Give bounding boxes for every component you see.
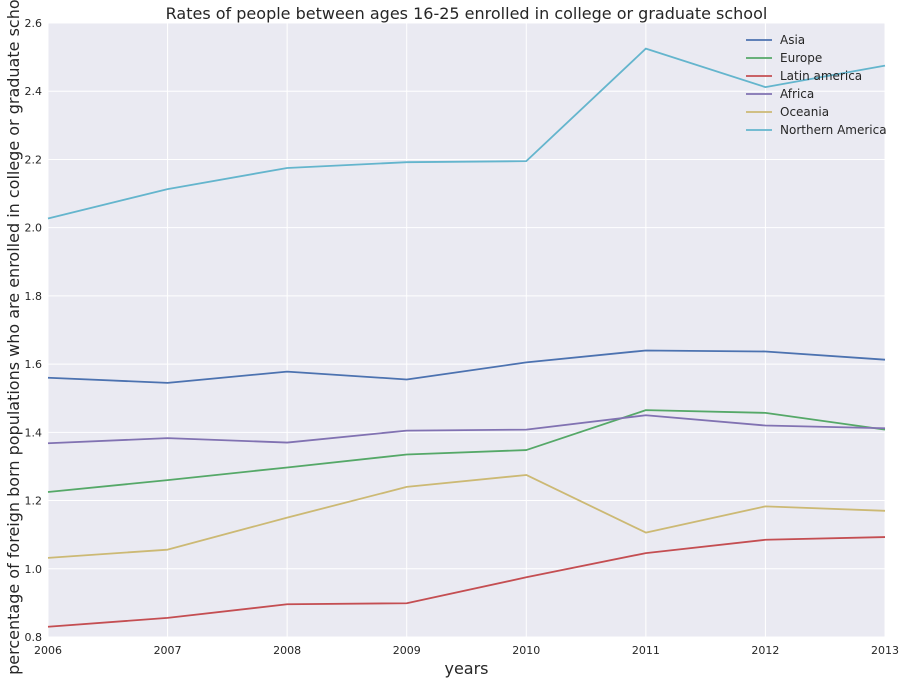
y-tick-label: 2.6: [25, 17, 43, 30]
series-line-latin-america: [47, 536, 886, 628]
series-line-oceania: [47, 474, 886, 559]
series-line-europe: [47, 409, 886, 493]
series-line-northern-america: [47, 47, 886, 220]
y-axis-title: percentage of foreign born populations w…: [4, 0, 23, 675]
x-tick-label: 2010: [512, 644, 540, 657]
x-tick-label: 2006: [34, 644, 62, 657]
y-tick-label: 0.8: [25, 631, 43, 644]
x-tick-label: 2011: [632, 644, 660, 657]
y-tick-label: 2.4: [25, 85, 43, 98]
x-tick-label: 2013: [871, 644, 899, 657]
series-lines: [47, 47, 886, 628]
x-tick-label: 2012: [751, 644, 779, 657]
y-tick-labels: 0.8 1.0 1.2 1.4 1.6 1.8 2.0 2.2 2.4 2.6: [25, 17, 43, 644]
y-tick-label: 2.2: [25, 153, 43, 166]
legend-label-asia: Asia: [780, 33, 805, 47]
y-tick-label: 1.8: [25, 290, 43, 303]
grid: [47, 22, 886, 638]
x-tick-label: 2008: [273, 644, 301, 657]
x-tick-label: 2009: [393, 644, 421, 657]
y-tick-label: 1.6: [25, 358, 43, 371]
y-tick-label: 1.4: [25, 426, 43, 439]
legend-label-northern-america: Northern America: [780, 123, 887, 137]
series-line-africa: [47, 414, 886, 445]
legend-label-oceania: Oceania: [780, 105, 829, 119]
x-tick-label: 2007: [154, 644, 182, 657]
series-line-asia: [47, 349, 886, 384]
plot-background: [48, 23, 885, 637]
legend-label-latin-america: Latin america: [780, 69, 862, 83]
y-tick-label: 1.0: [25, 563, 43, 576]
y-tick-label: 1.2: [25, 495, 43, 508]
chart-title: Rates of people between ages 16-25 enrol…: [166, 4, 768, 23]
legend: Asia Europe Latin america Africa Oceania Nort…: [746, 33, 887, 137]
legend-label-africa: Africa: [780, 87, 814, 101]
x-tick-labels: 2006 2007 2008 2009 2010 2011 2012 2013: [34, 644, 899, 657]
legend-label-europe: Europe: [780, 51, 822, 65]
x-axis-title: years: [444, 659, 488, 678]
y-tick-label: 2.0: [25, 222, 43, 235]
